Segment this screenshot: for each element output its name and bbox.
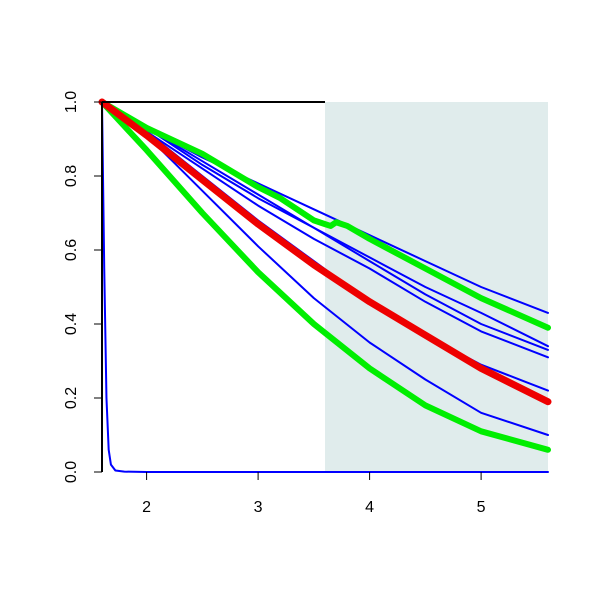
axis-layer [94,101,482,480]
green-series-line-7 [99,99,551,331]
y-tick-label: 0.8 [63,165,80,187]
x-tick-label: 5 [477,499,486,516]
y-tick-label: 1.0 [63,91,80,113]
green-series-line-8 [99,99,551,453]
blue-series-line-4 [101,101,549,359]
blue-series-line-0 [101,101,549,473]
shaded-region [325,102,548,472]
red-series-line-9 [98,98,552,406]
y-tick-label: 0.6 [63,239,80,261]
y-tick-label: 0.0 [63,461,80,483]
x-tick-label: 2 [142,499,151,516]
shaded-region-layer [325,102,548,472]
y-tick-label: 0.4 [63,313,80,335]
x-tick-label: 4 [365,499,374,516]
series-layer [98,98,552,473]
x-tick-label: 3 [254,499,263,516]
y-tick-label: 0.2 [63,387,80,409]
tick-label-layer: 0.0 0.2 0.4 0.6 0.8 1.0 2 3 4 5 [63,91,485,516]
